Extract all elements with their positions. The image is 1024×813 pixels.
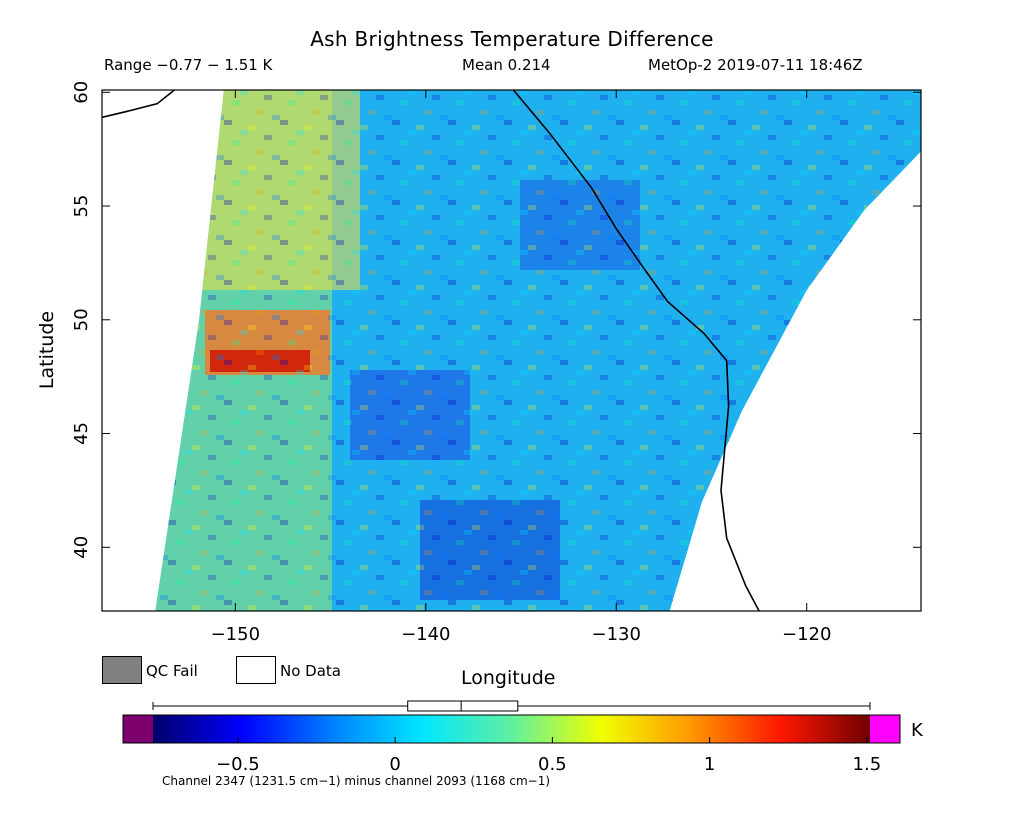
chart-title: Ash Brightness Temperature Difference xyxy=(310,27,714,51)
colorbar-over xyxy=(870,715,900,743)
source-timestamp: MetOp-2 2019-07-11 18:46Z xyxy=(648,56,863,74)
no-data-swatch xyxy=(236,656,276,684)
colorbar: −0.5 0 0.5 1 1.5 xyxy=(122,700,901,775)
lat-tick-label: 45 xyxy=(71,422,92,445)
colorbar-tick-label: 1 xyxy=(704,754,715,775)
range-readout: Range −0.77 − 1.51 K xyxy=(104,56,273,74)
qc-fail-label: QC Fail xyxy=(146,662,198,680)
lon-tick-label: −130 xyxy=(592,624,641,645)
colorbar-under xyxy=(123,715,153,743)
coastline-north-america xyxy=(512,90,760,611)
lon-tick-label: −120 xyxy=(782,624,831,645)
swath-data-layer xyxy=(102,90,921,611)
no-data-label: No Data xyxy=(280,662,341,680)
lon-tick-label: −150 xyxy=(211,624,260,645)
x-axis-label: Longitude xyxy=(461,667,556,689)
lat-tick-label: 50 xyxy=(71,308,92,331)
colorbar-tick-label: 0 xyxy=(389,754,400,775)
colorbar-tick-label: 1.5 xyxy=(853,754,882,775)
channel-note: Channel 2347 (1231.5 cm−1) minus channel… xyxy=(162,774,551,788)
colorbar-tick-label: 0.5 xyxy=(538,754,567,775)
lat-tick-label: 55 xyxy=(71,195,92,218)
map-axes: −150 −140 −130 −120 40 45 50 55 60 xyxy=(71,81,921,645)
coastline-alaska xyxy=(102,90,175,119)
pixel-noise xyxy=(155,90,921,611)
map-frame xyxy=(101,89,922,612)
colorbar-frame xyxy=(122,714,901,744)
lat-tick-label: 40 xyxy=(71,536,92,559)
lat-tick-label: 60 xyxy=(71,81,92,104)
y-axis-label: Latitude xyxy=(36,310,58,390)
mean-readout: Mean 0.214 xyxy=(462,56,551,74)
colorbar-ramp xyxy=(153,715,870,743)
iqr-box xyxy=(407,700,519,712)
lon-tick-label: −140 xyxy=(401,624,450,645)
colorbar-units: K xyxy=(911,720,923,741)
qc-fail-swatch xyxy=(102,656,142,684)
colorbar-tick-label: −0.5 xyxy=(216,754,260,775)
